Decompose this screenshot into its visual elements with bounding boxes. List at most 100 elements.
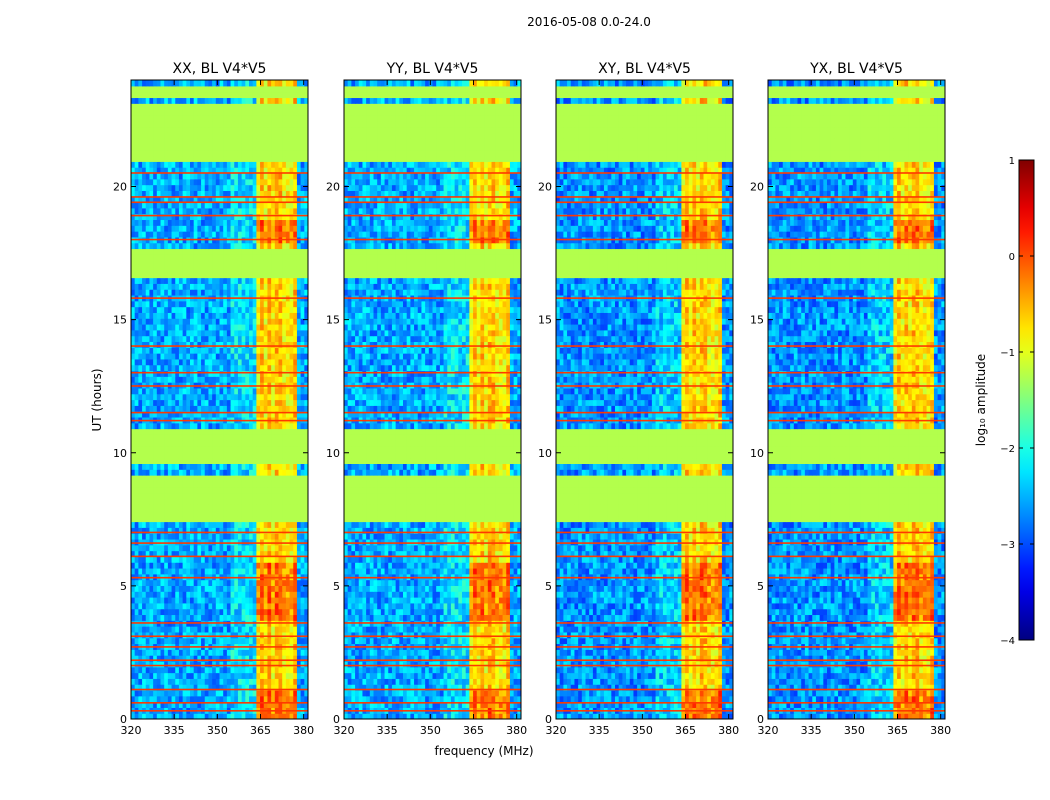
heatmap-cell (267, 143, 272, 151)
heatmap-cell (223, 347, 228, 354)
heatmap-cell (289, 225, 294, 232)
heatmap-cell (153, 562, 158, 569)
heatmap-cell (186, 515, 191, 523)
heatmap-cell (164, 353, 169, 360)
heatmap-cell (304, 562, 308, 569)
heatmap-cell (138, 370, 143, 377)
heatmap-cell (249, 376, 254, 383)
heatmap-cell (171, 120, 176, 128)
heatmap-cell (241, 289, 246, 296)
heatmap-cell (260, 405, 265, 412)
heatmap-cell (223, 370, 228, 377)
heatmap-cell (182, 411, 187, 418)
heatmap-cell (160, 608, 165, 616)
heatmap-cell (241, 463, 246, 470)
heatmap-cell (145, 509, 151, 517)
heatmap-cell (131, 265, 136, 273)
heatmap-cell (304, 585, 308, 592)
heatmap-cell (212, 167, 217, 174)
heatmap-cell (282, 399, 287, 406)
heatmap-cell (289, 353, 294, 360)
heatmap-cell (167, 347, 173, 354)
heatmap-cell (197, 637, 202, 645)
heatmap-cell (204, 701, 210, 708)
heatmap-cell (241, 509, 246, 517)
heatmap-cell (304, 666, 308, 674)
heatmap-cell (256, 126, 261, 133)
heatmap-cell (131, 178, 136, 186)
heatmap-cell (252, 265, 257, 273)
heatmap-cell (245, 486, 250, 494)
heatmap-cell (201, 562, 206, 569)
heatmap-cell (156, 556, 162, 563)
heatmap-cell (182, 167, 187, 174)
heatmap-cell (186, 701, 191, 708)
heatmap-cell (219, 184, 224, 191)
heatmap-cell (204, 649, 210, 656)
heatmap-cell (293, 544, 298, 552)
heatmap-cell (138, 353, 143, 360)
heatmap-cell (278, 475, 283, 482)
heatmap-cell (142, 283, 147, 290)
heatmap-cell (263, 161, 269, 168)
heatmap-cell (245, 533, 250, 540)
heatmap-cell (175, 364, 180, 372)
heatmap-cell (186, 405, 191, 412)
heatmap-cell (131, 271, 136, 279)
heatmap-cell (145, 492, 151, 499)
heatmap-cell (271, 207, 276, 215)
heatmap-cell (300, 387, 305, 395)
heatmap-cell (215, 277, 221, 284)
heatmap-cell (304, 167, 308, 174)
heatmap-cell (271, 149, 276, 157)
heatmap-cell (134, 515, 139, 523)
heatmap-cell (142, 626, 147, 633)
heatmap-cell (153, 277, 158, 284)
heatmap-cell (274, 509, 280, 517)
heatmap-cell (274, 695, 280, 703)
heatmap-cell (178, 399, 184, 406)
heatmap-cell (182, 655, 187, 662)
heatmap-cell (230, 550, 235, 557)
heatmap-cell (142, 689, 147, 697)
heatmap-cell (289, 405, 294, 412)
heatmap-cell (167, 451, 173, 459)
heatmap-cell (252, 329, 257, 337)
heatmap-cell (182, 556, 187, 563)
heatmap-cell (171, 538, 176, 546)
heatmap-cell (245, 242, 250, 250)
heatmap-cell (131, 713, 136, 719)
heatmap-cell (267, 498, 272, 505)
heatmap-cell (282, 684, 287, 691)
heatmap-cell (149, 655, 154, 662)
heatmap-cell (186, 178, 191, 186)
heatmap-cell (223, 591, 228, 598)
heatmap-cell (271, 602, 276, 610)
heatmap-cell (171, 207, 176, 215)
heatmap-cell (156, 248, 162, 255)
heatmap-cell (193, 631, 198, 639)
heatmap-cell (285, 428, 291, 435)
heatmap-cell (204, 271, 210, 279)
heatmap-cell (223, 341, 228, 348)
heatmap-cell (186, 172, 191, 180)
heatmap-cell (219, 161, 224, 168)
heatmap-cell (263, 695, 269, 703)
heatmap-cell (256, 486, 261, 494)
heatmap-cell (241, 713, 246, 719)
heatmap-cell (175, 405, 180, 412)
heatmap-cell (219, 242, 224, 250)
heatmap-cell (134, 353, 139, 360)
heatmap-cell (274, 242, 280, 250)
heatmap-cell (237, 312, 243, 319)
heatmap-cell (131, 231, 136, 238)
heatmap-cell (249, 329, 254, 337)
heatmap-cell (138, 649, 143, 656)
heatmap-cell (304, 201, 308, 209)
heatmap-cell (278, 567, 283, 575)
heatmap-cell (234, 434, 239, 441)
heatmap-cell (289, 347, 294, 354)
heatmap-cell (282, 341, 287, 348)
heatmap-cell (204, 376, 210, 383)
heatmap-cell (131, 434, 136, 441)
